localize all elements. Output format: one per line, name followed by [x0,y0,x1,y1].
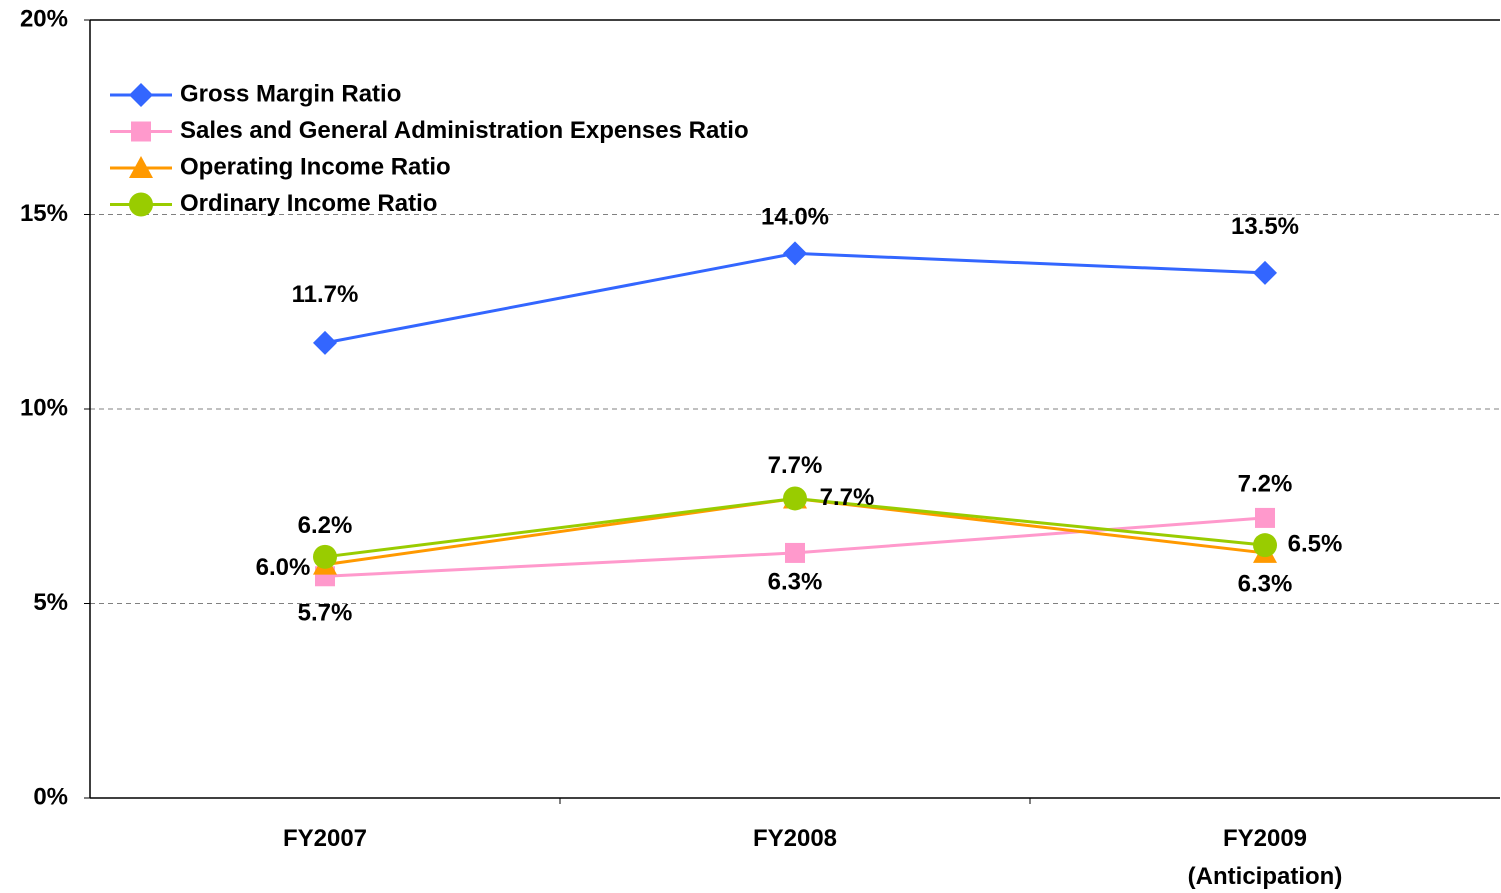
data-label: 5.7% [298,600,353,627]
marker [783,486,807,511]
legend-entry: Operating Income Ratio [110,153,451,180]
marker [783,241,807,266]
data-label: 6.5% [1288,530,1343,557]
data-label: 14.0% [761,204,829,231]
data-label: 13.5% [1231,213,1299,240]
marker [1253,260,1277,285]
marker [785,542,805,563]
legend-label: Gross Margin Ratio [180,80,401,107]
marker [131,121,151,142]
marker [129,83,153,107]
legend-entry: Gross Margin Ratio [110,80,401,107]
y-tick-label: 15% [20,200,68,227]
y-tick-label: 20% [20,5,68,32]
marker [129,156,153,178]
marker [1253,533,1277,558]
legend-label: Operating Income Ratio [180,153,451,180]
x-tick-label-line: FY2008 [753,825,837,852]
x-tick-label: FY2008 [753,825,837,852]
marker [313,544,337,569]
x-tick-label-line: FY2009 [1223,825,1307,852]
marker [313,330,337,355]
series-line [324,251,1266,345]
legend-entry: Ordinary Income Ratio [110,190,437,217]
data-label: 6.0% [256,554,311,581]
data-label: 7.7% [820,484,875,511]
y-tick-label: 10% [20,394,68,421]
data-label: 7.7% [768,452,823,479]
data-label: 6.3% [1238,570,1293,597]
y-tick-label: 0% [33,783,68,810]
data-label: 6.3% [768,568,823,595]
marker [129,192,153,217]
data-label: 11.7% [292,281,359,308]
x-tick-label: FY2007 [283,825,367,852]
marker [1255,507,1275,528]
data-label: 7.2% [1238,470,1293,497]
x-tick-label: FY2009 (Anticipation) [1188,825,1343,890]
y-tick-label: 5% [33,589,68,616]
x-tick-label-line: FY2007 [283,825,367,852]
x-tick-label-line: (Anticipation) [1188,863,1343,890]
legend-label: Sales and General Administration Expense… [180,117,749,144]
legend-label: Ordinary Income Ratio [180,190,437,217]
data-label: 6.2% [298,512,353,539]
legend-entry: Sales and General Administration Expense… [110,117,749,144]
